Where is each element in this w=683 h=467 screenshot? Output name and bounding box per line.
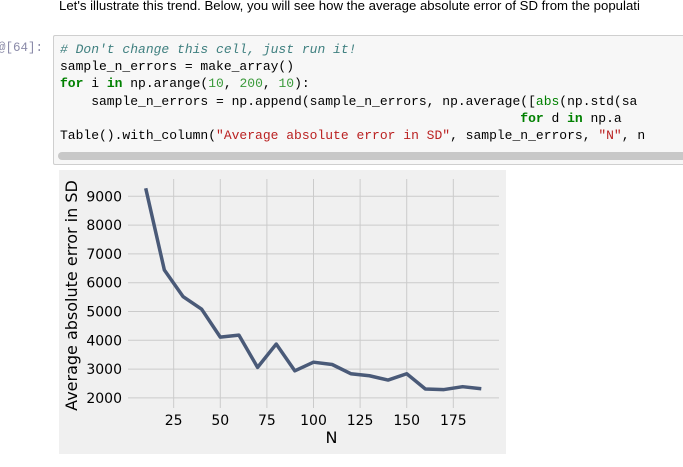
- code-line-2: sample_n_errors = make_array(): [60, 59, 295, 75]
- kw-in: in: [567, 110, 583, 126]
- horizontal-scrollbar[interactable]: [58, 152, 683, 160]
- x-tick-label: 25: [165, 413, 183, 429]
- code-string: "N": [598, 128, 622, 144]
- code-editor[interactable]: # Don't change this cell, just run it! s…: [60, 41, 645, 144]
- y-tick-label: 7000: [86, 247, 122, 263]
- y-tick-label: 3000: [86, 362, 122, 378]
- code-text: (np.std(sa: [559, 93, 638, 109]
- code-text: i: [83, 76, 107, 92]
- y-tick-label: 5000: [86, 305, 122, 321]
- prompt-dot: @: [0, 41, 6, 55]
- code-number: 10: [208, 76, 224, 92]
- code-text: ,: [223, 76, 240, 92]
- kw-in: in: [106, 76, 123, 92]
- prompt-number: [64]:: [5, 41, 44, 55]
- x-tick-label: 125: [347, 413, 374, 429]
- code-cell[interactable]: # Don't change this cell, just run it! s…: [53, 35, 683, 165]
- x-tick-label: 75: [258, 413, 276, 429]
- code-number: 200: [239, 76, 263, 92]
- x-tick-label: 150: [393, 413, 420, 429]
- x-axis-label: N: [326, 428, 338, 447]
- chart-output: 25 50 75 100 125 150 175 2000 3000 4000 5000 6000 70…: [59, 170, 506, 454]
- code-number: 10: [278, 76, 295, 92]
- cell-prompt: @[64]:: [0, 41, 43, 55]
- y-tick-label: 8000: [86, 218, 122, 234]
- code-text: ):: [294, 76, 310, 92]
- kw-for: for: [60, 76, 84, 92]
- code-builtin: abs: [535, 93, 560, 109]
- code-indent: [60, 111, 520, 126]
- code-text: , n: [621, 128, 646, 144]
- line-chart: 25 50 75 100 125 150 175 2000 3000 4000 5000 6000 70…: [62, 179, 499, 447]
- y-tick-label: 2000: [86, 391, 122, 407]
- code-text: ,: [262, 76, 279, 92]
- y-tick-label: 6000: [86, 276, 122, 292]
- code-text: Table().with_column(: [60, 128, 217, 144]
- x-tick-label: 175: [440, 413, 467, 429]
- intro-text: Let's illustrate this trend. Below, you …: [59, 0, 640, 13]
- code-text: d: [543, 110, 568, 126]
- code-text: np.arange(: [122, 76, 209, 92]
- x-tick-label: 100: [300, 413, 327, 429]
- x-tick-label: 50: [211, 413, 229, 429]
- code-text: np.a: [582, 110, 622, 126]
- y-tick-label: 9000: [86, 189, 122, 205]
- code-string: "Average absolute error in SD": [216, 128, 451, 144]
- y-axis-label: Average absolute error in SD: [62, 180, 81, 411]
- y-tick-label: 4000: [86, 333, 122, 349]
- code-text: sample_n_errors = np.append(sample_n_err…: [60, 93, 536, 109]
- kw-for: for: [520, 110, 544, 126]
- code-text: , sample_n_errors,: [450, 128, 599, 144]
- code-comment: # Don't change this cell, just run it!: [60, 42, 357, 57]
